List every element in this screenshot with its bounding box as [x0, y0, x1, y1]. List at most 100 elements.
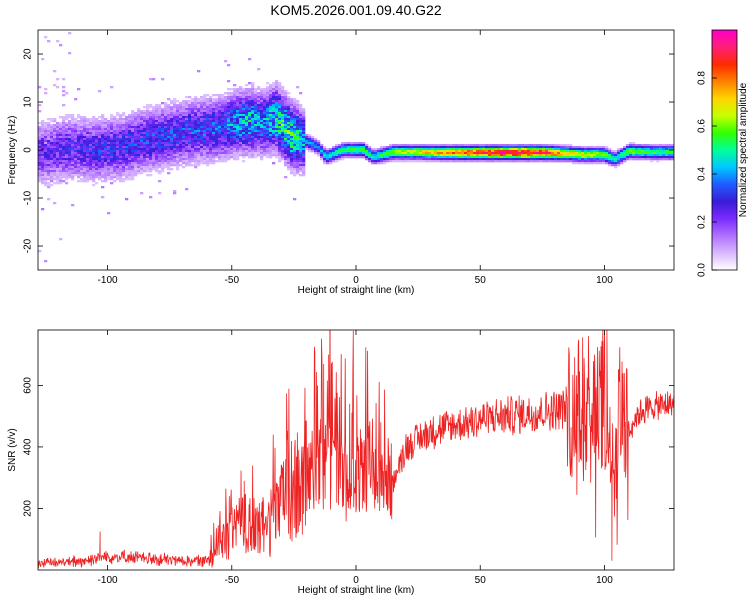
spectrogram-cell — [314, 148, 318, 151]
spectrogram-cell — [149, 128, 153, 131]
spectrogram-cell — [140, 120, 144, 123]
spectrogram-cell — [536, 146, 540, 149]
spectrogram-cell — [503, 152, 507, 155]
spectrogram-cell — [158, 124, 162, 127]
spectrogram-cell — [254, 88, 258, 91]
spectrogram-cell — [92, 158, 96, 161]
spectrogram-cell — [152, 154, 156, 157]
spectrogram-cell — [110, 124, 114, 127]
spectrogram-cell — [89, 118, 93, 121]
spectrogram-cell — [209, 144, 213, 147]
spectrogram-cell — [626, 144, 630, 147]
spectrogram-cell — [71, 168, 75, 171]
spectrogram-cell — [41, 126, 45, 129]
spectrogram-cell — [149, 78, 153, 81]
spectrogram-cell — [491, 148, 495, 151]
spectrogram-cell — [299, 152, 303, 155]
spectrogram-cell — [122, 150, 126, 153]
spectrogram-cell — [221, 100, 225, 103]
spectrogram-cell — [281, 138, 285, 141]
spectrogram-cell — [239, 144, 243, 147]
spectrogram-cell — [296, 102, 300, 105]
spectrogram-cell — [59, 170, 63, 173]
spectrogram-cell — [296, 150, 300, 153]
spectrogram-cell — [533, 158, 537, 161]
spectrogram-cell — [209, 126, 213, 129]
spectrogram-cell — [272, 132, 276, 135]
spectrogram-cell — [584, 152, 588, 155]
spectrogram-cell — [203, 150, 207, 153]
spectrogram-cell — [92, 116, 96, 119]
spectrogram-cell — [266, 134, 270, 137]
spectrogram-cell — [182, 154, 186, 157]
spectrogram-cell — [53, 142, 57, 145]
spectrogram-cell — [167, 146, 171, 149]
spectrogram-cell — [44, 122, 48, 125]
spectrogram-cell — [281, 100, 285, 103]
spectrogram-cell — [62, 86, 66, 89]
spectrogram-cell — [512, 148, 516, 151]
spectrogram-cell — [194, 146, 198, 149]
spectrogram-cell — [86, 166, 90, 169]
spectrogram-cell — [74, 166, 78, 169]
spectrogram-cell — [503, 156, 507, 159]
spectrogram-cell — [533, 154, 537, 157]
spectrogram-cell — [248, 92, 252, 95]
spectrogram-cell — [554, 144, 558, 147]
spectrogram-cell — [149, 158, 153, 161]
spectrogram-cell — [95, 176, 99, 179]
spectrogram-cell — [38, 160, 42, 163]
spectrogram-cell — [281, 154, 285, 157]
spectrogram-cell — [65, 170, 69, 173]
spectrogram-cell — [245, 146, 249, 149]
spectrogram-cell — [116, 128, 120, 131]
spectrogram-cell — [671, 148, 674, 151]
spectrogram-cell — [38, 176, 42, 179]
spectrogram-cell — [80, 140, 84, 143]
spectrogram-cell — [221, 130, 225, 133]
spectrogram-cell — [158, 126, 162, 129]
spectrogram-cell — [515, 160, 519, 163]
spectrogram-cell — [461, 150, 465, 153]
spectrogram-cell — [194, 124, 198, 127]
spectrogram-cell — [479, 160, 483, 163]
spectrogram-cell — [146, 112, 150, 115]
spectrogram-cell — [431, 144, 435, 147]
spectrogram-cell — [191, 140, 195, 143]
spectrogram-cell — [95, 136, 99, 139]
spectrogram-cell — [614, 162, 618, 165]
snr-line — [38, 330, 674, 568]
spectrogram-cell — [614, 150, 618, 153]
spectrogram-cell — [179, 112, 183, 115]
spectrogram-cell — [98, 90, 102, 93]
spectrogram-cell — [200, 148, 204, 151]
spectrogram-cell — [65, 136, 69, 139]
spectrogram-cell — [539, 144, 543, 147]
spectrogram-cell — [287, 124, 291, 127]
spectrogram-cell — [275, 110, 279, 113]
spectrogram-cell — [563, 158, 567, 161]
spectrogram-cell — [245, 124, 249, 127]
spectrogram-cell — [155, 150, 159, 153]
spectrogram-cell — [323, 146, 327, 149]
spectrogram-cell — [296, 142, 300, 145]
spectrogram-cell — [38, 134, 42, 137]
spectrogram-cell — [329, 152, 333, 155]
spectrogram-cell — [119, 126, 123, 129]
spectrogram-cell — [551, 160, 555, 163]
spectrogram-cell — [50, 184, 54, 187]
spectrogram-cell — [395, 158, 399, 161]
spectrogram-cell — [131, 126, 135, 129]
spectrogram-cell — [479, 156, 483, 159]
colorbar-tick-label: 0.6 — [697, 119, 708, 133]
spectrogram-cell — [242, 136, 246, 139]
spectrogram-cell — [104, 170, 108, 173]
spectrogram-cell — [233, 128, 237, 131]
spectrogram-cell — [335, 160, 339, 163]
spectrogram-cell — [425, 150, 429, 153]
spectrogram-cell — [68, 130, 72, 133]
spectrogram-cell — [623, 160, 627, 163]
spectrogram-cell — [620, 148, 624, 151]
spectrogram-cell — [113, 152, 117, 155]
